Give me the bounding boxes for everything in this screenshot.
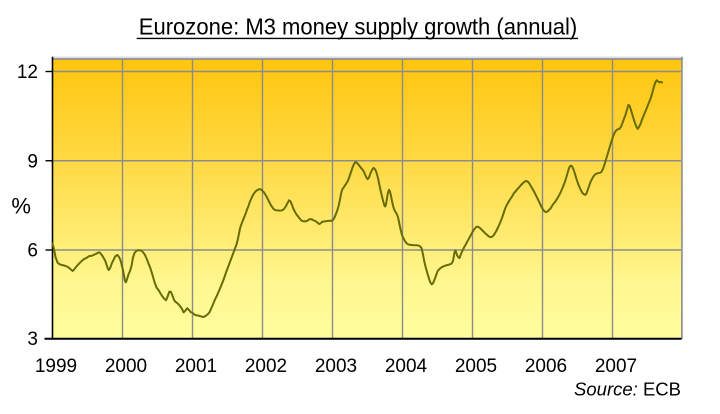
svg-text:1999: 1999 — [35, 356, 77, 377]
svg-text:3: 3 — [27, 329, 38, 350]
svg-text:2001: 2001 — [175, 356, 217, 377]
svg-text:Eurozone: M3 money supply grow: Eurozone: M3 money supply growth (annual… — [139, 14, 578, 40]
svg-text:2007: 2007 — [595, 356, 637, 377]
svg-text:2003: 2003 — [315, 356, 357, 377]
svg-text:2004: 2004 — [385, 356, 428, 377]
svg-text:6: 6 — [27, 241, 38, 262]
svg-text:9: 9 — [27, 152, 38, 173]
svg-text:2005: 2005 — [455, 356, 497, 377]
svg-text:%: % — [11, 193, 31, 218]
svg-text:2000: 2000 — [105, 356, 147, 377]
svg-text:Source: ECB: Source: ECB — [574, 379, 681, 400]
svg-text:2002: 2002 — [245, 356, 287, 377]
svg-text:12: 12 — [17, 62, 38, 83]
svg-text:2006: 2006 — [525, 356, 567, 377]
